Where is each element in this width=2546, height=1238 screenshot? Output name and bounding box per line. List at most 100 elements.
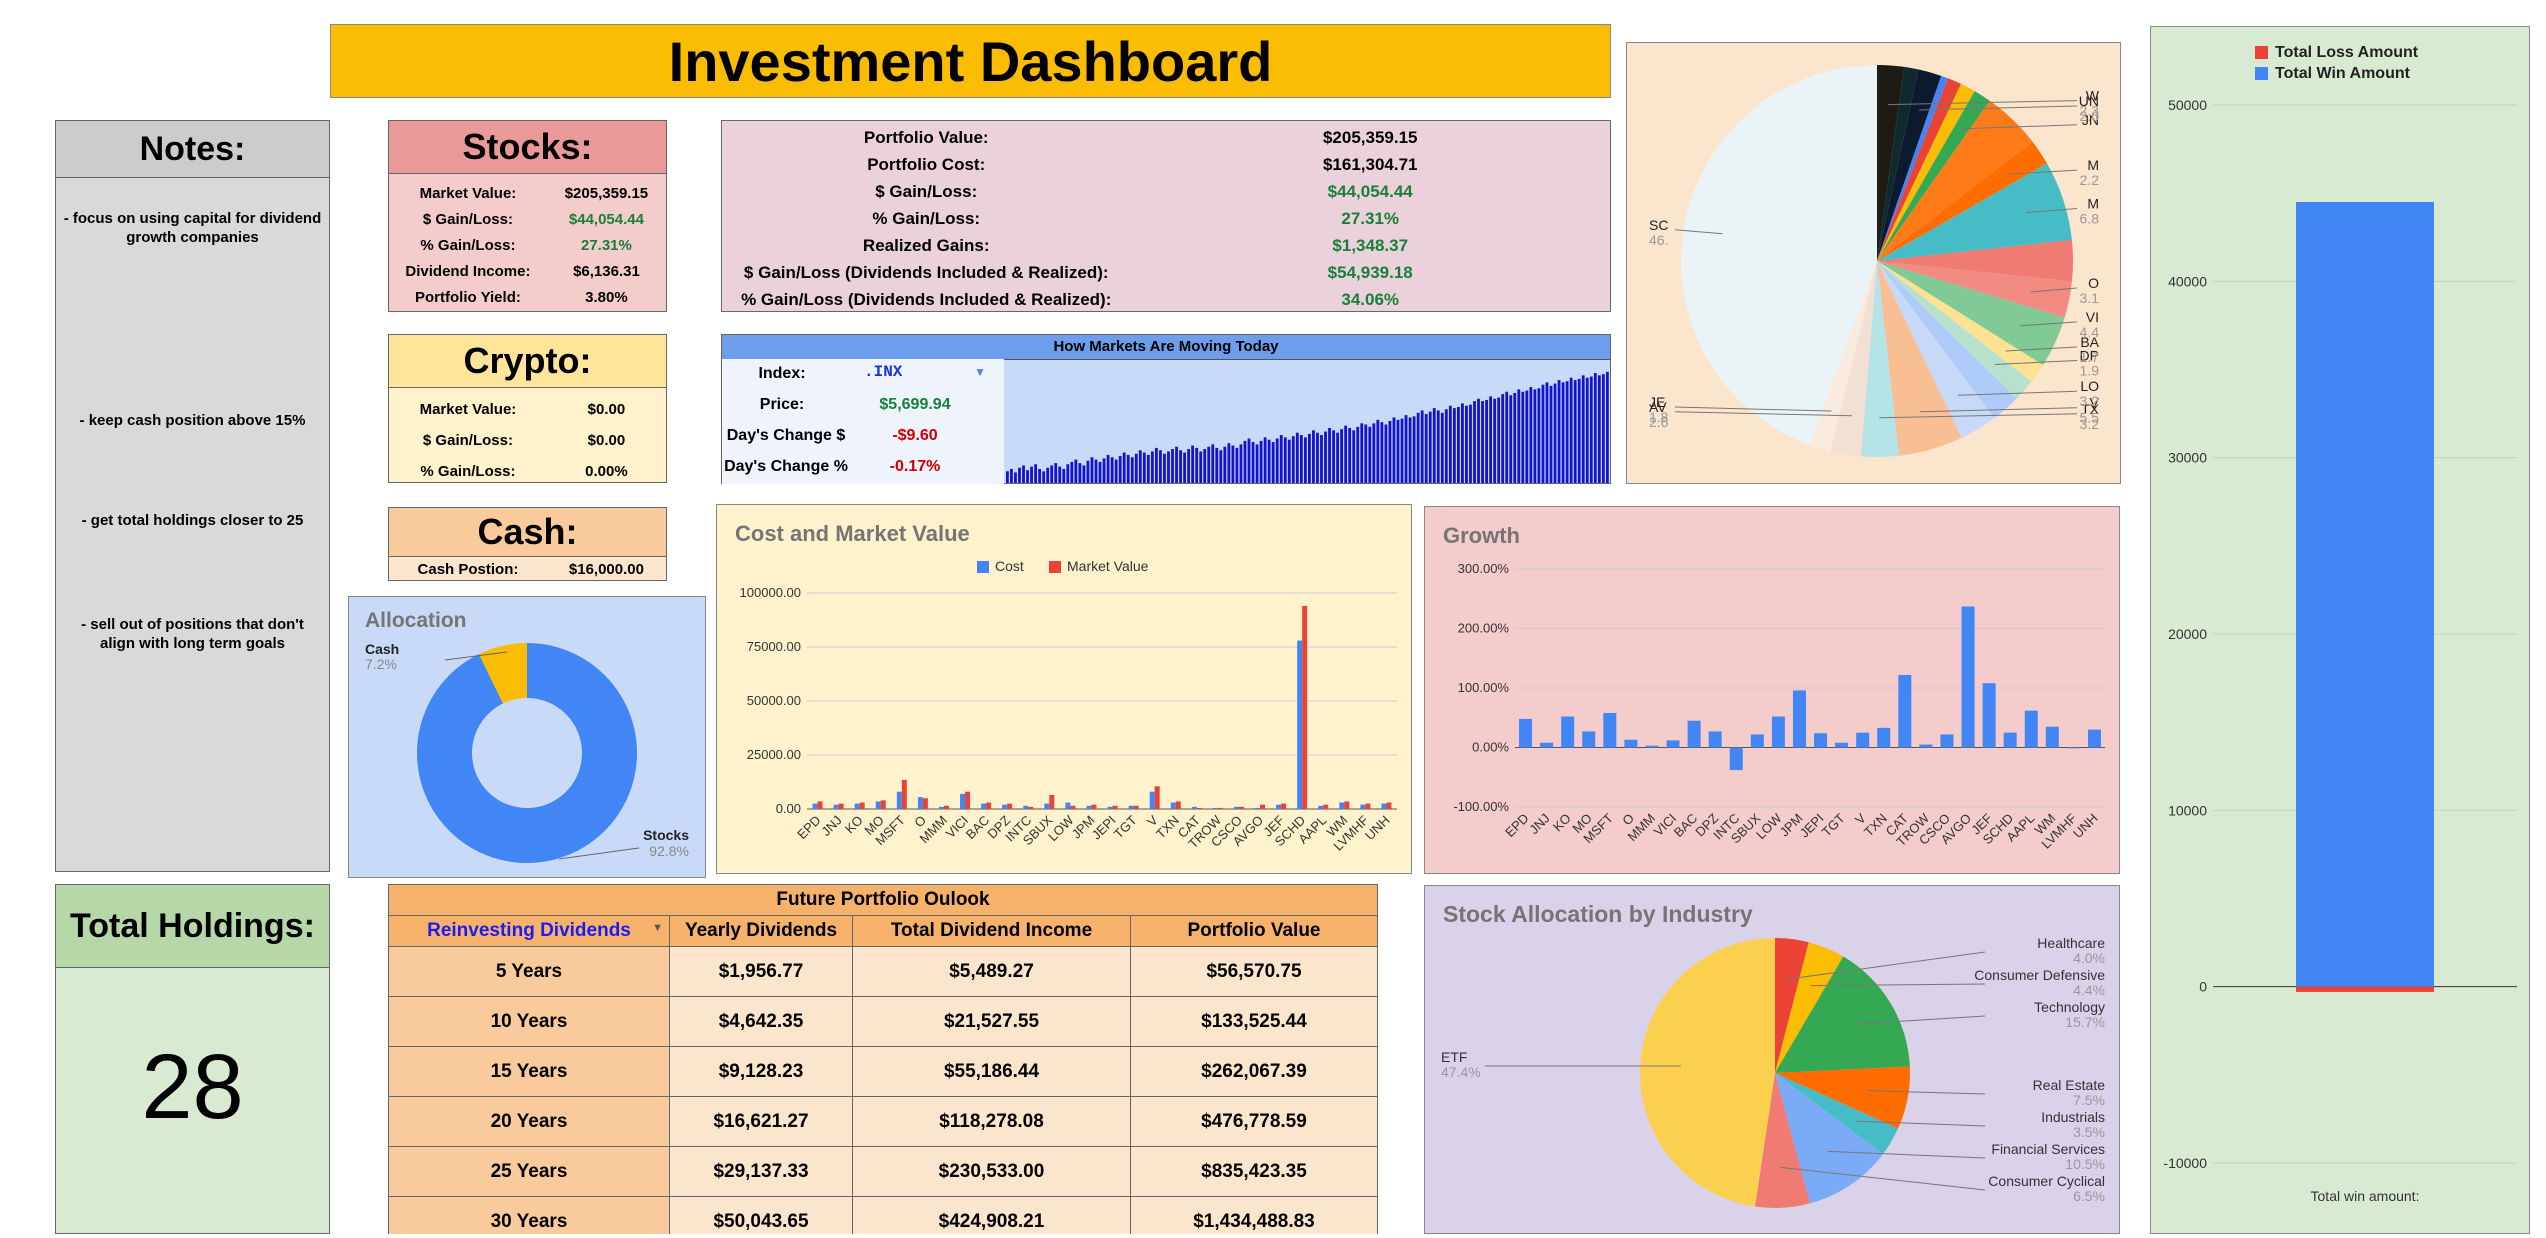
- row-value: $0.00: [587, 432, 626, 449]
- slice-pct: 1.7: [2080, 349, 2100, 365]
- dropdown-arrow-icon[interactable]: ▼: [652, 922, 663, 934]
- table-cell: $230,533.00: [852, 1146, 1131, 1197]
- table-row: 10 Years $4,642.35 $21,527.55 $133,525.44: [388, 996, 1378, 1047]
- slice-pct: 3.5%: [2073, 1124, 2105, 1140]
- row-value: $1,348.37: [1332, 235, 1409, 255]
- spark-bar: [1138, 450, 1142, 483]
- spark-bar: [1243, 440, 1247, 483]
- y-tick-label: 0.00%: [1472, 740, 1509, 755]
- bar: [1982, 683, 1996, 748]
- bar: [1175, 801, 1181, 809]
- spark-bar: [1328, 428, 1331, 483]
- spark-bar: [1279, 435, 1283, 483]
- spark-bar: [1130, 457, 1134, 483]
- x-tick-label: Total win amount:: [2311, 1188, 2420, 1204]
- bar: [1065, 802, 1071, 809]
- price-label: Price:: [759, 396, 805, 413]
- total-holdings-value: 28: [141, 1036, 244, 1138]
- table-cell: $56,570.75: [1130, 946, 1378, 997]
- slice-label: AV: [1649, 399, 1667, 415]
- slice-pct: 4.4%: [2073, 982, 2105, 998]
- table-cell: $55,186.44: [852, 1046, 1131, 1097]
- chart-title: Growth: [1443, 523, 1520, 548]
- bar: [1360, 804, 1366, 809]
- leader-line: [558, 847, 640, 860]
- chart-title: Allocation: [365, 609, 467, 632]
- spark-bar: [1299, 435, 1303, 483]
- spark-bar: [1348, 428, 1352, 483]
- pie-slice: [1681, 65, 1877, 446]
- slice-label: SC: [1649, 217, 1668, 233]
- total-holdings-heading: Total Holdings:: [56, 885, 329, 968]
- bar: [1365, 803, 1371, 809]
- bar: [1339, 802, 1345, 809]
- row-value: $161,304.71: [1322, 154, 1418, 174]
- dividend-mode-select[interactable]: Reinvesting Dividends ▼: [388, 915, 670, 947]
- y-tick-label: 25000.00: [747, 747, 801, 762]
- bar: [1877, 727, 1891, 748]
- table-cell: $133,525.44: [1130, 996, 1378, 1047]
- spark-bar: [1090, 457, 1094, 483]
- bar: [1381, 803, 1387, 809]
- spark-bar: [1163, 453, 1166, 483]
- bar: [875, 801, 881, 809]
- spark-bar: [1473, 401, 1476, 483]
- note-item: - keep cash position above 15%: [79, 412, 306, 429]
- slice-label: W: [2086, 88, 2100, 104]
- bar: [1835, 742, 1849, 748]
- slice-pct: 3.2: [2080, 393, 2100, 409]
- spark-bar: [1485, 399, 1488, 483]
- leader-line: [1674, 411, 1852, 417]
- table-row: 30 Years $50,043.65 $424,908.21 $1,434,488.…: [388, 1196, 1378, 1234]
- spark-bar: [1014, 472, 1017, 483]
- spark-bar: [1428, 411, 1432, 483]
- y-tick-label: 300.00%: [1458, 561, 1510, 576]
- table-row: 20 Years $16,621.27 $118,278.08 $476,778.59: [388, 1096, 1378, 1147]
- spark-bar: [1400, 418, 1404, 483]
- spark-bar: [1159, 450, 1162, 483]
- pie-slice: [1830, 261, 1877, 457]
- summary-row: Portfolio Cost: $161,304.71: [722, 151, 1610, 178]
- bar: [986, 802, 992, 809]
- cash-heading: Cash:: [389, 508, 666, 557]
- row-value: $44,054.44: [1327, 181, 1413, 201]
- holdings-pie-panel: SC 46. JE 1.8 AV 2.6 TX 3.2 V 5.5 LO 3.2 DP 1.9 BA 1.7 V…: [1626, 42, 2121, 484]
- spark-bar: [1424, 413, 1428, 483]
- slice-pct: 47.4%: [1441, 1064, 1481, 1080]
- price-value: $5,699.94: [879, 396, 951, 413]
- bar: [1603, 712, 1617, 748]
- spark-bar: [1605, 371, 1609, 483]
- table-cell: $4,642.35: [669, 996, 853, 1047]
- spark-bar: [1062, 468, 1066, 483]
- pie-slice: [1640, 938, 1775, 1207]
- spark-bar: [1283, 437, 1287, 483]
- spark-bar: [1477, 398, 1480, 483]
- markets-heading: How Markets Are Moving Today: [722, 335, 1610, 360]
- bar: [2087, 729, 2101, 748]
- bar: [1771, 716, 1785, 748]
- summary-row: $ Gain/Loss (Dividends Included & Realiz…: [722, 259, 1610, 286]
- dropdown-arrow-icon[interactable]: ▼: [974, 365, 986, 379]
- notes-heading: Notes:: [56, 121, 329, 178]
- legend-label: Total Win Amount: [2275, 65, 2411, 82]
- bar: [1561, 716, 1575, 748]
- spark-bar: [1227, 443, 1231, 483]
- legend-label: Market Value: [1067, 558, 1149, 574]
- spark-bar: [1529, 387, 1533, 483]
- bar: [1750, 734, 1764, 748]
- slice-label: Stocks: [643, 827, 689, 843]
- stocks-card: Stocks: Market Value: $205,359.15 $ Gain/L…: [388, 120, 667, 312]
- table-cell: $50,043.65: [669, 1196, 853, 1234]
- table-cell: 15 Years: [388, 1046, 670, 1097]
- summary-row: Market Value: $205,359.15: [389, 180, 666, 206]
- y-tick-label: 0.00: [776, 801, 801, 816]
- spark-bar: [1384, 424, 1388, 483]
- leader-line: [1887, 100, 2078, 106]
- chart-title: Stock Allocation by Industry: [1443, 901, 1753, 927]
- index-select[interactable]: .INX ▼: [850, 363, 990, 385]
- index-label: Index:: [758, 365, 806, 382]
- leader-line: [1855, 1015, 1986, 1025]
- slice-label: M: [2087, 157, 2099, 173]
- pie-slice: [1877, 261, 1962, 456]
